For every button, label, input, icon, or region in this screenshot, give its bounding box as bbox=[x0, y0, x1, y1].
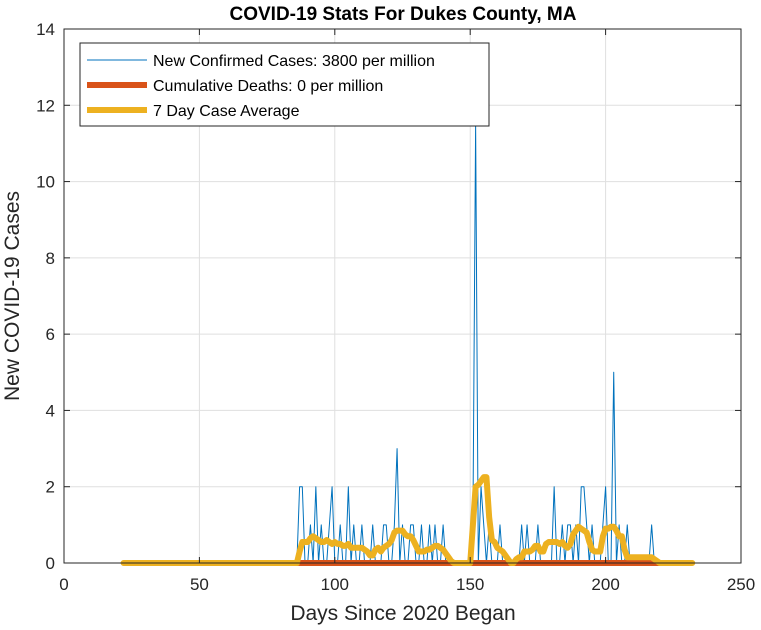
legend: New Confirmed Cases: 3800 per million Cu… bbox=[79, 42, 490, 127]
legend-box bbox=[79, 42, 490, 127]
legend-label-7day-average: 7 Day Case Average bbox=[153, 103, 300, 120]
y-tick-label: 14 bbox=[36, 20, 55, 39]
y-tick-label: 4 bbox=[46, 401, 55, 420]
x-tick-label: 100 bbox=[321, 575, 349, 594]
series-7day-average bbox=[120, 474, 696, 566]
legend-label-deaths: Cumulative Deaths: 0 per million bbox=[153, 78, 383, 95]
y-tick-label: 8 bbox=[46, 249, 55, 268]
y-tick-label: 2 bbox=[46, 478, 55, 497]
x-tick-label: 0 bbox=[59, 575, 68, 594]
x-tick-label: 50 bbox=[190, 575, 209, 594]
y-tick-label: 10 bbox=[36, 173, 55, 192]
legend-label-new-cases: New Confirmed Cases: 3800 per million bbox=[153, 53, 435, 70]
series-new-confirmed-cases bbox=[123, 123, 693, 564]
chart-title: COVID-19 Stats For Dukes County, MA bbox=[230, 4, 577, 25]
x-axis-label: Days Since 2020 Began bbox=[290, 602, 515, 625]
y-tick-label: 12 bbox=[36, 96, 55, 115]
axis-ticks: 0 50 100 150 200 250 0 2 4 6 8 10 12 14 bbox=[36, 20, 755, 594]
y-axis-label: New COVID-19 Cases bbox=[1, 191, 24, 401]
plot-frame bbox=[63, 28, 742, 564]
x-tick-label: 150 bbox=[456, 575, 484, 594]
x-tick-label: 200 bbox=[591, 575, 619, 594]
y-tick-label: 0 bbox=[46, 554, 55, 573]
y-tick-label: 6 bbox=[46, 325, 55, 344]
x-tick-label: 250 bbox=[727, 575, 755, 594]
